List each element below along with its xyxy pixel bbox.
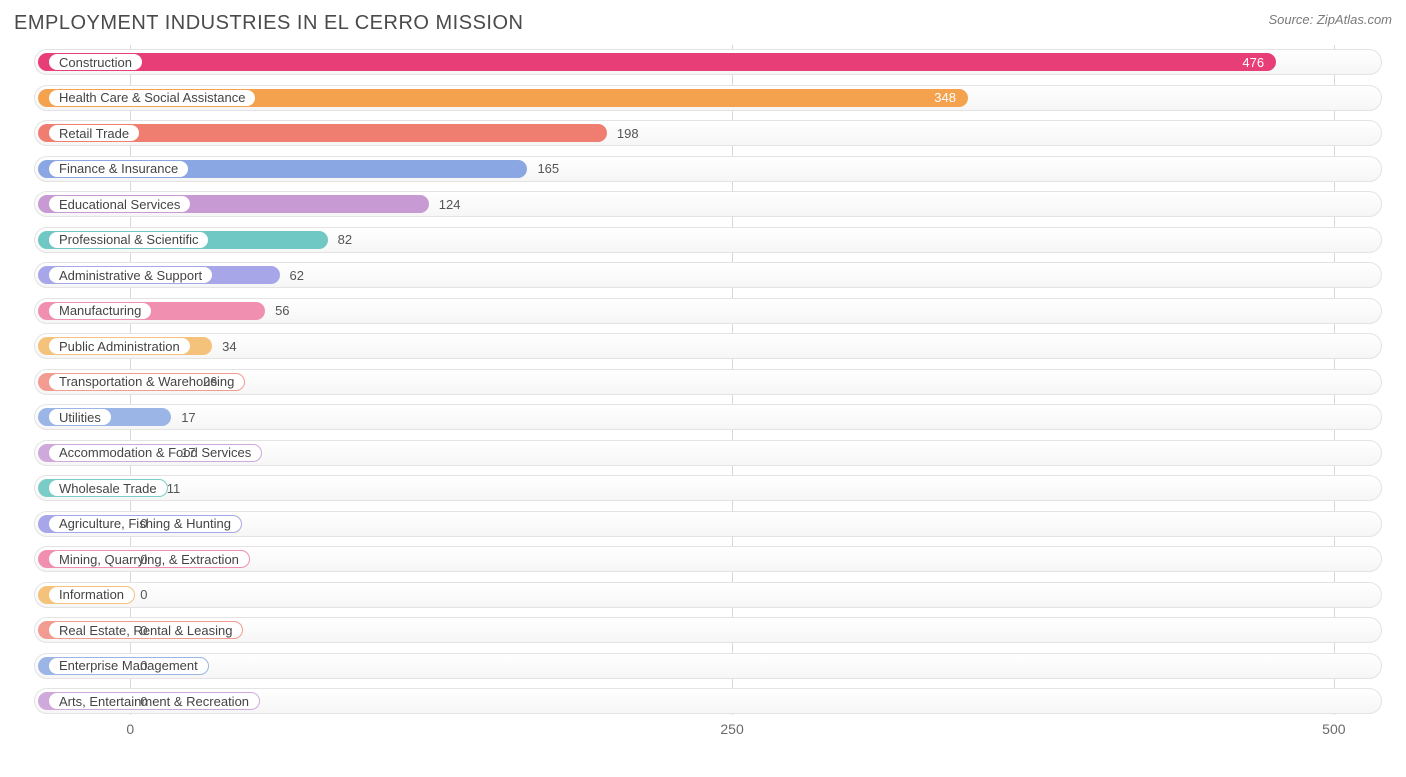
bar-label: Finance & Insurance bbox=[48, 160, 189, 178]
bar-track bbox=[34, 653, 1382, 679]
bar-value: 26 bbox=[203, 365, 217, 399]
bar-label: Administrative & Support bbox=[48, 266, 213, 284]
bar-row: Arts, Entertainment & Recreation0 bbox=[34, 684, 1382, 718]
bar-label: Retail Trade bbox=[48, 124, 140, 142]
x-axis: 0 250 500 bbox=[34, 717, 1382, 745]
bar-value: 348 bbox=[934, 81, 956, 115]
bar-label: Utilities bbox=[48, 408, 112, 426]
bar-value: 56 bbox=[275, 294, 289, 328]
bar-value: 124 bbox=[439, 187, 461, 221]
bar-value: 0 bbox=[140, 613, 147, 647]
bar-track bbox=[34, 475, 1382, 501]
bar-track bbox=[34, 404, 1382, 430]
bar-value: 0 bbox=[140, 649, 147, 683]
bar-row: Professional & Scientific 82 bbox=[34, 223, 1382, 257]
x-tick-label: 0 bbox=[126, 721, 134, 737]
bar-row: Accommodation & Food Services17 bbox=[34, 436, 1382, 470]
bar-value: 198 bbox=[617, 116, 639, 150]
bar-row: Administrative & Support 62 bbox=[34, 258, 1382, 292]
bar-row: Public Administration 34 bbox=[34, 329, 1382, 363]
bar-row: Utilities 17 bbox=[34, 400, 1382, 434]
bar-value: 34 bbox=[222, 329, 236, 363]
bar-label: Information bbox=[48, 586, 135, 604]
bar-value: 165 bbox=[537, 152, 559, 186]
bar-value: 17 bbox=[181, 400, 195, 434]
bar-fill bbox=[38, 53, 1276, 71]
bar-label: Educational Services bbox=[48, 195, 191, 213]
bar-row: Mining, Quarrying, & Extraction0 bbox=[34, 542, 1382, 576]
bar-value: 11 bbox=[167, 471, 181, 505]
bar-label: Mining, Quarrying, & Extraction bbox=[48, 550, 250, 568]
bar-track bbox=[34, 582, 1382, 608]
bar-label: Wholesale Trade bbox=[48, 479, 168, 497]
bar-label: Health Care & Social Assistance bbox=[48, 89, 256, 107]
chart-source: Source: ZipAtlas.com bbox=[1268, 12, 1392, 27]
chart-area: Construction476Health Care & Social Assi… bbox=[14, 45, 1392, 745]
bar-label: Arts, Entertainment & Recreation bbox=[48, 692, 260, 710]
bar-row: Transportation & Warehousing26 bbox=[34, 365, 1382, 399]
bar-label: Professional & Scientific bbox=[48, 231, 209, 249]
chart-title: EMPLOYMENT INDUSTRIES IN EL CERRO MISSIO… bbox=[14, 12, 523, 35]
bar-value: 0 bbox=[140, 507, 147, 541]
bar-row: Construction 476 bbox=[34, 45, 1382, 79]
bar-row: Manufacturing 56 bbox=[34, 294, 1382, 328]
x-tick-label: 250 bbox=[720, 721, 743, 737]
bar-label: Manufacturing bbox=[48, 302, 152, 320]
bar-value: 0 bbox=[140, 684, 147, 718]
bar-row: Health Care & Social Assistance 348 bbox=[34, 81, 1382, 115]
bar-value: 476 bbox=[1242, 45, 1264, 79]
bar-row: Enterprise Management0 bbox=[34, 649, 1382, 683]
bar-row: Retail Trade 198 bbox=[34, 116, 1382, 150]
bar-row: Finance & Insurance 165 bbox=[34, 152, 1382, 186]
bar-value: 17 bbox=[181, 436, 195, 470]
bar-label: Construction bbox=[48, 53, 143, 71]
bar-row: Agriculture, Fishing & Hunting0 bbox=[34, 507, 1382, 541]
bar-value: 82 bbox=[338, 223, 352, 257]
x-tick-label: 500 bbox=[1322, 721, 1345, 737]
bar-label: Public Administration bbox=[48, 337, 191, 355]
bar-label: Enterprise Management bbox=[48, 657, 209, 675]
chart-plot: Construction476Health Care & Social Assi… bbox=[34, 45, 1382, 715]
bar-label: Accommodation & Food Services bbox=[48, 444, 262, 462]
bar-value: 0 bbox=[140, 542, 147, 576]
bar-row: Real Estate, Rental & Leasing0 bbox=[34, 613, 1382, 647]
bar-value: 0 bbox=[140, 578, 147, 612]
bar-row: Information 0 bbox=[34, 578, 1382, 612]
bar-row: Wholesale Trade11 bbox=[34, 471, 1382, 505]
bar-value: 62 bbox=[290, 258, 304, 292]
bar-row: Educational Services 124 bbox=[34, 187, 1382, 221]
